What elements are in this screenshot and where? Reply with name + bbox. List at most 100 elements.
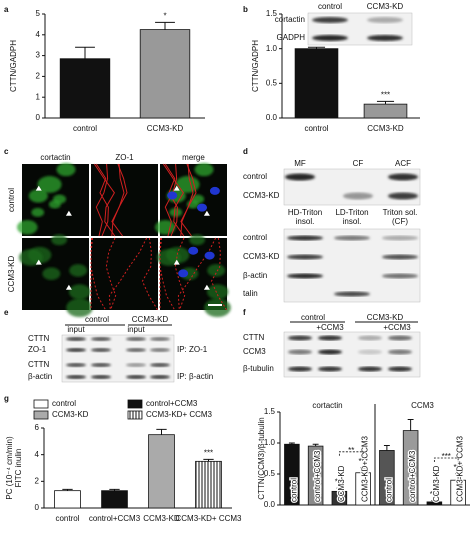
label: talin (243, 289, 258, 298)
cell-signal (51, 234, 68, 246)
blot-band (287, 235, 323, 241)
bracket (433, 457, 459, 462)
label: GADPH (277, 33, 306, 42)
blot-band (358, 366, 382, 372)
blot-band (367, 17, 403, 23)
junction-signal (105, 237, 117, 311)
legend-swatch (33, 399, 49, 409)
x-tick-label: CCM3-KD+ CCM3 (456, 435, 465, 502)
group-label: CCM3 (411, 401, 434, 410)
blot-band (334, 235, 370, 241)
junction-signal (90, 237, 107, 311)
y-tick-label: 3 (36, 51, 41, 60)
legend-label: control+CCM3 (146, 399, 198, 408)
bar (294, 48, 339, 119)
junction-signal (141, 237, 159, 311)
significance: * (163, 11, 166, 20)
error-bar (312, 443, 319, 447)
label: insol. (296, 217, 315, 226)
panel-letter: c (4, 147, 9, 156)
significance: *** (204, 448, 213, 457)
blot-band (66, 348, 86, 352)
x-tick-label: control+CCM3 (408, 450, 417, 502)
label: CTTN (243, 333, 265, 342)
junction-signal (164, 163, 178, 237)
junction-signal (108, 237, 148, 311)
y-axis-label: CTTN(CCM3)/β-tubulin (257, 417, 266, 499)
row-label: control (7, 188, 16, 212)
blot-band (358, 349, 382, 355)
panel-letter: e (4, 308, 9, 317)
blot-band (318, 335, 342, 341)
y-tick-label: 0.0 (264, 500, 276, 509)
nucleus (188, 246, 199, 255)
y-axis-label: CTTN/GADPH (9, 40, 18, 92)
x-tick-label: CCM3-KD (432, 465, 441, 502)
y-tick-label: 1.0 (264, 438, 276, 447)
legend-swatch (127, 410, 143, 420)
cell-signal (28, 189, 48, 203)
blot-band (287, 273, 323, 279)
cell-signal (156, 249, 181, 266)
y-tick-label: 1 (36, 92, 41, 101)
bar (59, 58, 111, 119)
arrowhead (35, 259, 42, 265)
x-tick-label: control+CCM3 (313, 450, 322, 502)
significance: *** (453, 463, 462, 472)
label: HD-Triton (288, 208, 322, 217)
blot-band (312, 35, 348, 41)
panel-letter: a (4, 5, 9, 14)
label: β-actin (243, 271, 267, 280)
label: IP: ZO-1 (177, 345, 208, 354)
error-bar (75, 46, 95, 59)
error-bar (288, 442, 295, 445)
label: LD-Triton (335, 208, 368, 217)
y-tick-label: 4 (35, 450, 40, 459)
junction-signal (210, 237, 228, 311)
blot-band (288, 366, 312, 372)
blot-band (91, 337, 111, 341)
panel-letter: b (243, 5, 248, 14)
blot-band (388, 173, 418, 181)
label: MF (294, 159, 306, 168)
label: CCM3 (243, 347, 266, 356)
blot-band (66, 375, 86, 379)
column-label: ZO-1 (115, 153, 134, 162)
legend-label: control (52, 399, 76, 408)
error-bar (307, 46, 326, 49)
y-tick-label: 2 (35, 476, 40, 485)
blot-band (382, 235, 418, 241)
y-tick-label: 6 (35, 423, 40, 432)
x-tick-label: CCM3-KD (337, 465, 346, 502)
y-axis-label: PC (10⁻⁴ cm/min) (5, 436, 14, 500)
bar (363, 103, 408, 119)
error-bar (455, 473, 462, 481)
label: +CCM3 (316, 323, 344, 332)
label: ZO-1 (28, 345, 47, 354)
cell-signal (169, 207, 183, 217)
legend-swatch (127, 399, 143, 409)
arrowhead (35, 185, 42, 191)
cell-signal (189, 234, 206, 246)
significance: *** (381, 90, 390, 99)
blot-band (126, 375, 146, 379)
bar (101, 490, 128, 509)
x-tick-label: CCM3-KD (147, 124, 184, 133)
group-label: cortactin (312, 401, 342, 410)
column-label: merge (182, 153, 205, 162)
blot-band (388, 192, 418, 200)
error-bar (376, 100, 395, 105)
significance: *** (335, 477, 344, 486)
junction-signal (111, 163, 128, 237)
blot-band (388, 366, 412, 372)
blot-band (66, 337, 86, 341)
error-bar (383, 444, 390, 451)
arrowhead (173, 259, 180, 265)
arrowhead (65, 210, 72, 216)
significance: *** (430, 490, 439, 499)
junction-signal (180, 163, 197, 237)
bracket (338, 451, 364, 456)
x-tick-label: control (304, 124, 328, 133)
x-tick-label: control (55, 514, 79, 523)
blot (61, 334, 175, 383)
